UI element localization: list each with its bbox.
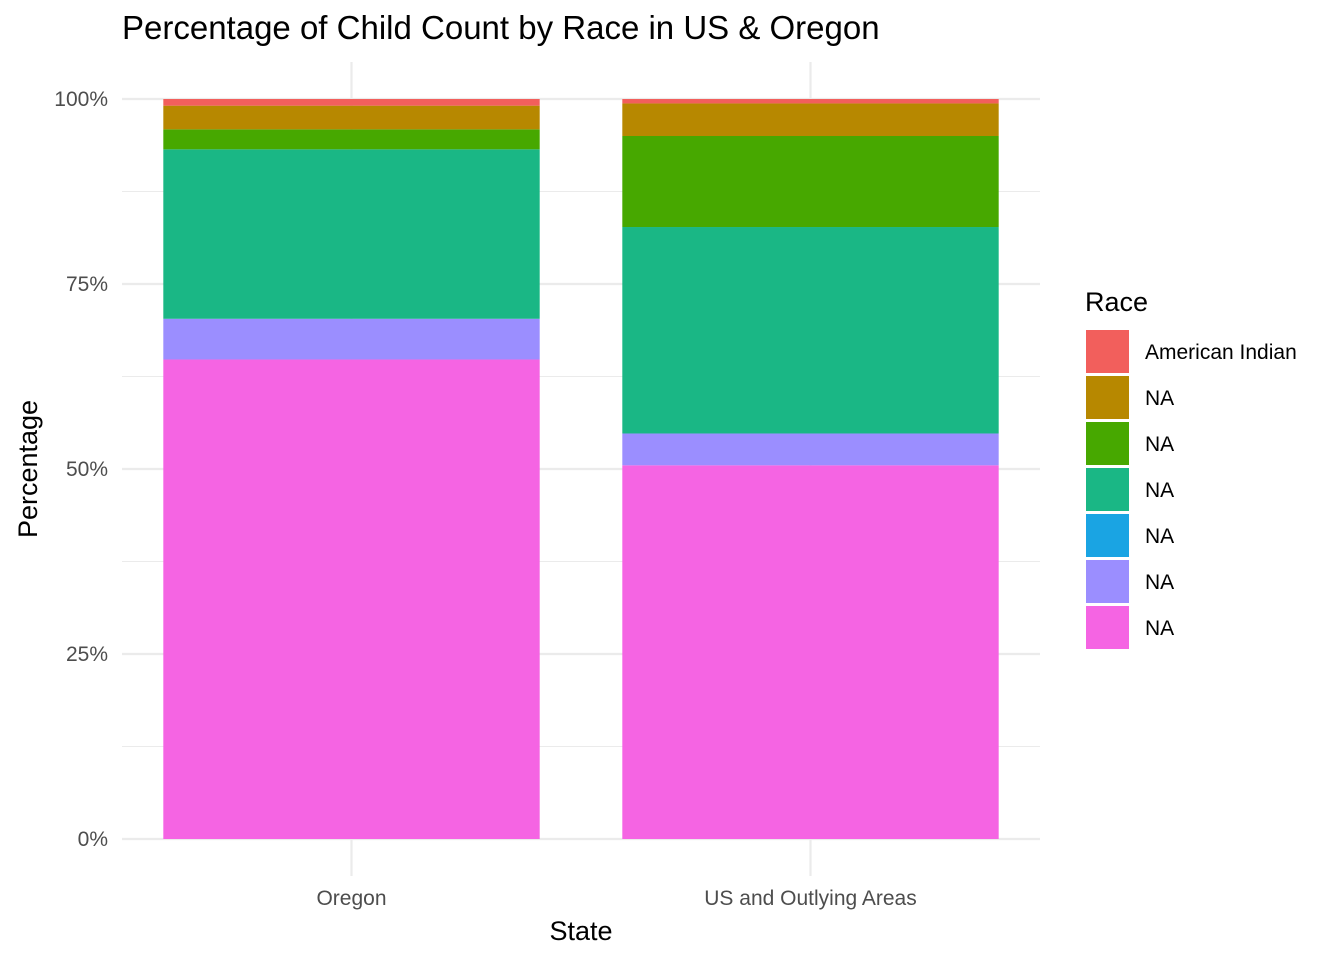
legend-label: NA [1145,479,1174,502]
bars [163,99,999,839]
x-tick-label: Oregon [316,887,386,910]
legend-items: American Indian NA NA NA NA NA NA [1086,330,1297,649]
legend-title: Race [1085,287,1148,317]
bar-segment [622,465,999,839]
y-axis-ticks: 0% 25% 50% 75% 100% [54,88,108,851]
legend-key [1086,606,1129,649]
legend-key [1086,468,1129,511]
legend-key [1086,330,1129,373]
legend: Race American Indian NA NA NA NA NA NA [1085,287,1297,649]
legend-key [1086,422,1129,465]
legend-label: American Indian [1145,341,1297,364]
bar-segment [622,136,999,228]
bar-segment [622,433,999,466]
y-tick-label: 0% [78,828,108,851]
bar-segment [622,227,999,434]
legend-label: NA [1145,387,1174,410]
bar-segment [163,105,540,130]
y-tick-label: 75% [66,273,108,296]
legend-key [1086,560,1129,603]
legend-label: NA [1145,525,1174,548]
chart-title: Percentage of Child Count by Race in US … [122,9,880,46]
legend-label: NA [1145,571,1174,594]
bar-segment [163,149,540,319]
bar-segment [622,103,999,136]
x-axis-ticks: Oregon US and Outlying Areas [316,887,916,910]
y-tick-label: 100% [54,88,108,111]
legend-label: NA [1145,433,1174,456]
y-axis-title: Percentage [13,400,43,538]
y-tick-label: 50% [66,458,108,481]
y-tick-label: 25% [66,643,108,666]
legend-label: NA [1145,617,1174,640]
bar-segment [163,129,540,150]
bar-segment [622,99,999,104]
legend-key [1086,514,1129,557]
bar-segment [163,359,540,839]
bar-segment [163,99,540,106]
x-tick-label: US and Outlying Areas [704,887,916,910]
bar-segment [163,318,540,360]
x-axis-title: State [549,916,612,946]
legend-key [1086,376,1129,419]
